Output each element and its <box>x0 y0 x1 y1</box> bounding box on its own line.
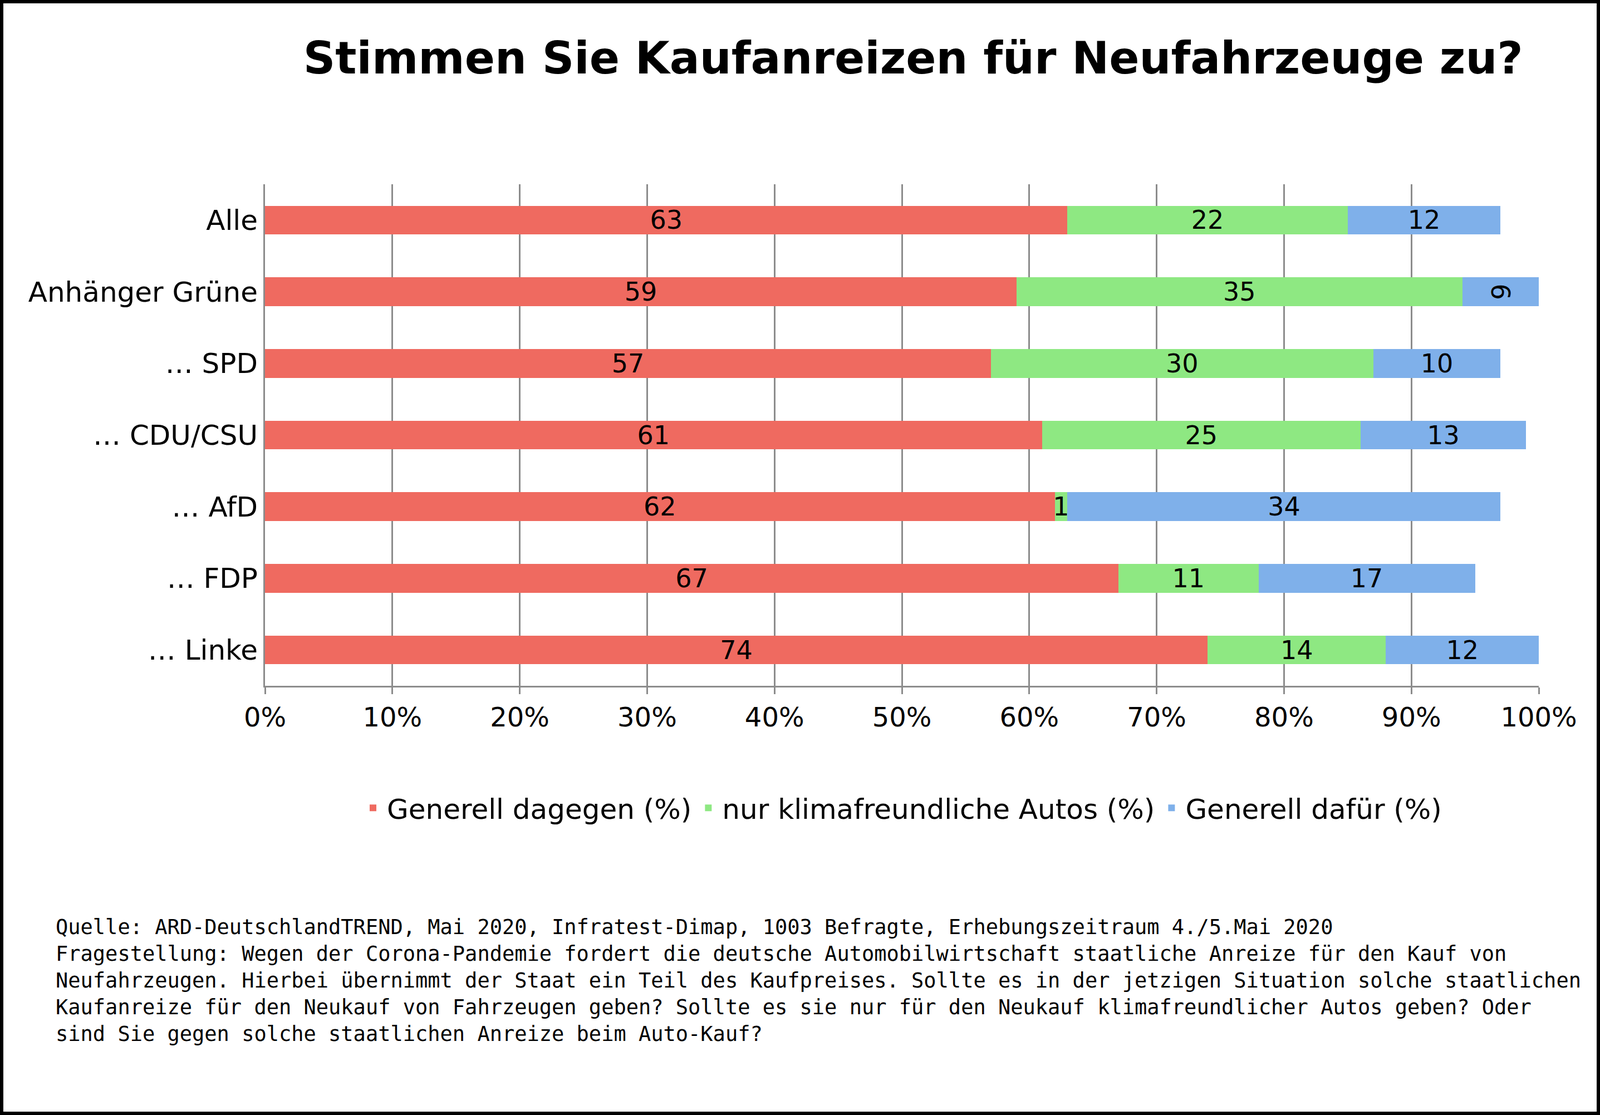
svg-text:… FDP: … FDP <box>167 562 258 595</box>
svg-text:90%: 90% <box>1381 701 1442 733</box>
svg-text:… Linke: … Linke <box>148 634 258 667</box>
svg-text:11: 11 <box>1172 563 1206 594</box>
svg-text:30: 30 <box>1165 348 1199 379</box>
svg-text:Quelle: ARD-DeutschlandTREND,: Quelle: ARD-DeutschlandTREND, Mai 2020, … <box>55 915 1582 1047</box>
svg-text:60%: 60% <box>999 701 1059 733</box>
svg-text:Alle: Alle <box>205 204 258 237</box>
svg-text:80%: 80% <box>1254 701 1314 733</box>
svg-text:Generell dagegen (%): Generell dagegen (%) <box>386 793 692 826</box>
svg-text:61: 61 <box>637 420 671 451</box>
svg-text:13: 13 <box>1426 420 1460 451</box>
svg-text:12: 12 <box>1407 204 1441 235</box>
svg-text:40%: 40% <box>744 701 805 733</box>
svg-text:100%: 100% <box>1500 701 1577 733</box>
svg-text:14: 14 <box>1280 635 1314 666</box>
svg-text:10: 10 <box>1420 348 1454 379</box>
svg-text:74: 74 <box>719 635 753 666</box>
svg-text:12: 12 <box>1445 635 1479 666</box>
svg-text:… SPD: … SPD <box>165 347 258 380</box>
svg-text:57: 57 <box>611 348 645 379</box>
svg-text:20%: 20% <box>489 701 550 733</box>
svg-text:62: 62 <box>643 491 677 522</box>
svg-text:… CDU/CSU: … CDU/CSU <box>92 419 258 452</box>
svg-text:70%: 70% <box>1126 701 1187 733</box>
svg-text:6: 6 <box>1485 283 1516 300</box>
svg-text:67: 67 <box>675 563 709 594</box>
svg-text:17: 17 <box>1350 563 1384 594</box>
svg-text:50%: 50% <box>872 701 932 733</box>
svg-text:35: 35 <box>1223 276 1256 307</box>
svg-text:22: 22 <box>1191 204 1225 235</box>
svg-text:Stimmen Sie Kaufanreizen für N: Stimmen Sie Kaufanreizen für Neufahrzeug… <box>303 32 1524 85</box>
svg-text:Anhänger Grüne: Anhänger Grüne <box>28 276 258 309</box>
svg-text:25: 25 <box>1184 420 1218 451</box>
svg-text:10%: 10% <box>362 701 422 733</box>
svg-text:… AfD: … AfD <box>172 491 258 524</box>
svg-text:34: 34 <box>1267 491 1301 522</box>
svg-text:1: 1 <box>1052 491 1069 522</box>
svg-text:63: 63 <box>649 204 683 235</box>
svg-text:Generell dafür (%): Generell dafür (%) <box>1185 793 1442 826</box>
svg-text:59: 59 <box>624 276 658 307</box>
svg-text:nur klimafreundliche Autos (%): nur klimafreundliche Autos (%) <box>722 793 1155 826</box>
svg-text:0%: 0% <box>243 701 287 733</box>
svg-text:30%: 30% <box>617 701 677 733</box>
